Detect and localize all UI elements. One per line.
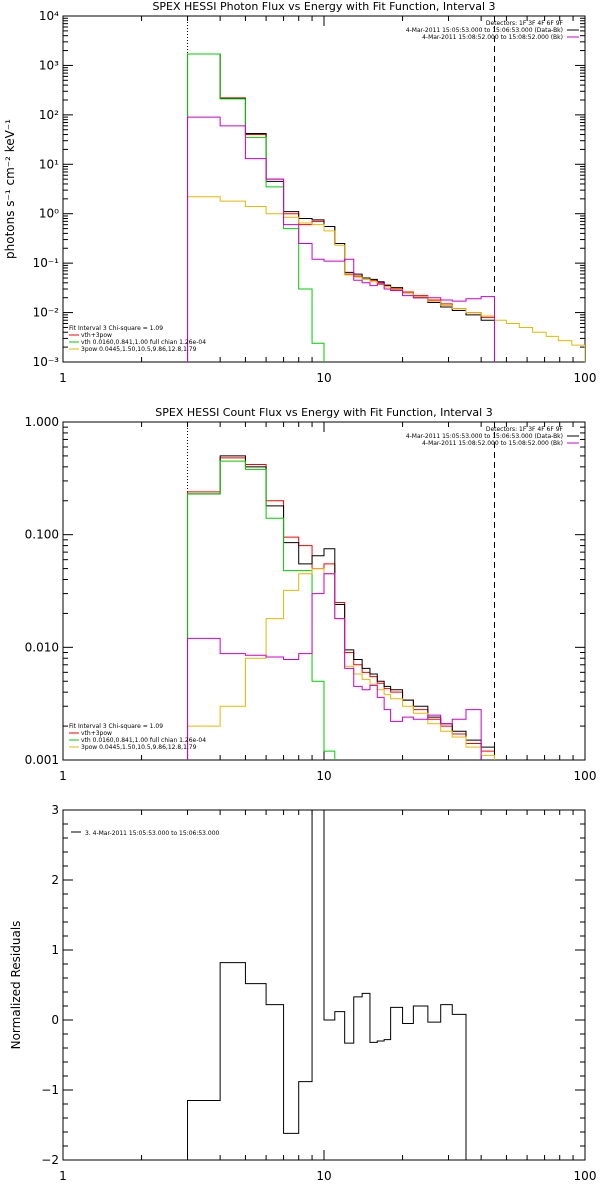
legend-entry: vth 0.0160,0.841,1.00 full chian 1.26e-0… — [81, 737, 206, 744]
y-tick-label: 10² — [39, 108, 59, 122]
y-tick-label: 10⁻³ — [33, 355, 60, 369]
y-axis-label: Normalized Residuals — [9, 921, 23, 1050]
x-tick-label: 100 — [574, 371, 597, 385]
legend-entry: 3. 4-Mar-2011 15:05:53.000 to 15:06:53.0… — [85, 830, 220, 837]
legend-entry: vth 0.0160,0.841,1.00 full chian 1.26e-0… — [81, 339, 206, 346]
x-tick-label: 10 — [316, 371, 331, 385]
y-tick-label: 1 — [51, 943, 59, 957]
series-bk — [187, 573, 482, 760]
y-tick-label: 0.100 — [25, 528, 59, 542]
y-tick-label: 1.000 — [25, 415, 59, 429]
y-tick-label: 0.010 — [25, 640, 59, 654]
x-tick-label: 10 — [316, 769, 331, 783]
series-total — [187, 53, 495, 362]
series-data — [187, 455, 495, 760]
legend-entry: 4-Mar-2011 15:08:52.000 to 15:08:52.000 … — [422, 34, 563, 41]
y-axis-label: photons s⁻¹ cm⁻² keV⁻¹ — [3, 119, 17, 259]
y-tick-label: 10⁰ — [39, 207, 59, 221]
y-tick-label: 0.001 — [25, 753, 59, 767]
legend-entry: 4-Mar-2011 15:05:53.000 to 15:06:53.000 … — [406, 27, 563, 34]
x-tick-label: 1 — [59, 769, 67, 783]
y-tick-label: 3 — [51, 803, 59, 817]
legend-entry: Detectors: 1F 3F 4F 6F 9F — [486, 426, 564, 433]
y-tick-label: −1 — [41, 1083, 59, 1097]
series-vth — [187, 460, 336, 760]
y-tick-label: 10³ — [39, 58, 59, 72]
chart-title: SPEX HESSI Count Flux vs Energy with Fit… — [155, 406, 492, 419]
legend-entry: 3pow 0.0445,1.50,10.5,9.86,12.8,1.79 — [81, 346, 197, 353]
series-data — [187, 810, 467, 1160]
y-tick-label: 0 — [51, 1013, 59, 1027]
series-bk — [187, 116, 495, 362]
y-tick-label: 10¹ — [39, 157, 59, 171]
y-tick-label: 2 — [51, 873, 59, 887]
series-data — [187, 53, 495, 362]
y-tick-label: 10⁻² — [33, 306, 60, 320]
series-pow — [187, 196, 585, 362]
x-tick-label: 10 — [316, 1169, 331, 1183]
x-tick-label: 1 — [59, 1169, 67, 1183]
legend-entry: 3pow 0.0445,1.50,10.5,9.86,12.8,1.79 — [81, 744, 197, 751]
legend-entry: Fit Interval 3 Chi-square = 1.09 — [69, 723, 163, 730]
series-pow — [187, 568, 507, 760]
chart-title: SPEX HESSI Photon Flux vs Energy with Fi… — [152, 0, 495, 13]
legend-entry: 4-Mar-2011 15:08:52.000 to 15:08:52.000 … — [422, 440, 563, 447]
y-tick-label: −2 — [41, 1153, 59, 1167]
y-tick-label: 10⁻¹ — [33, 256, 60, 270]
legend-entry: Fit Interval 3 Chi-square = 1.09 — [69, 325, 163, 332]
legend-entry: Detectors: 1F 3F 4F 6F 9F — [486, 20, 564, 27]
legend-entry: 4-Mar-2011 15:05:53.000 to 15:06:53.000 … — [406, 433, 563, 440]
legend-entry: vth+3pow — [81, 332, 112, 339]
series-total — [187, 457, 495, 760]
x-tick-label: 100 — [574, 769, 597, 783]
plot-frame — [62, 15, 586, 363]
x-tick-label: 100 — [574, 1169, 597, 1183]
series-vth — [187, 53, 336, 362]
x-tick-label: 1 — [59, 371, 67, 385]
legend-entry: vth+3pow — [81, 730, 112, 737]
y-tick-label: 10⁴ — [39, 9, 59, 23]
